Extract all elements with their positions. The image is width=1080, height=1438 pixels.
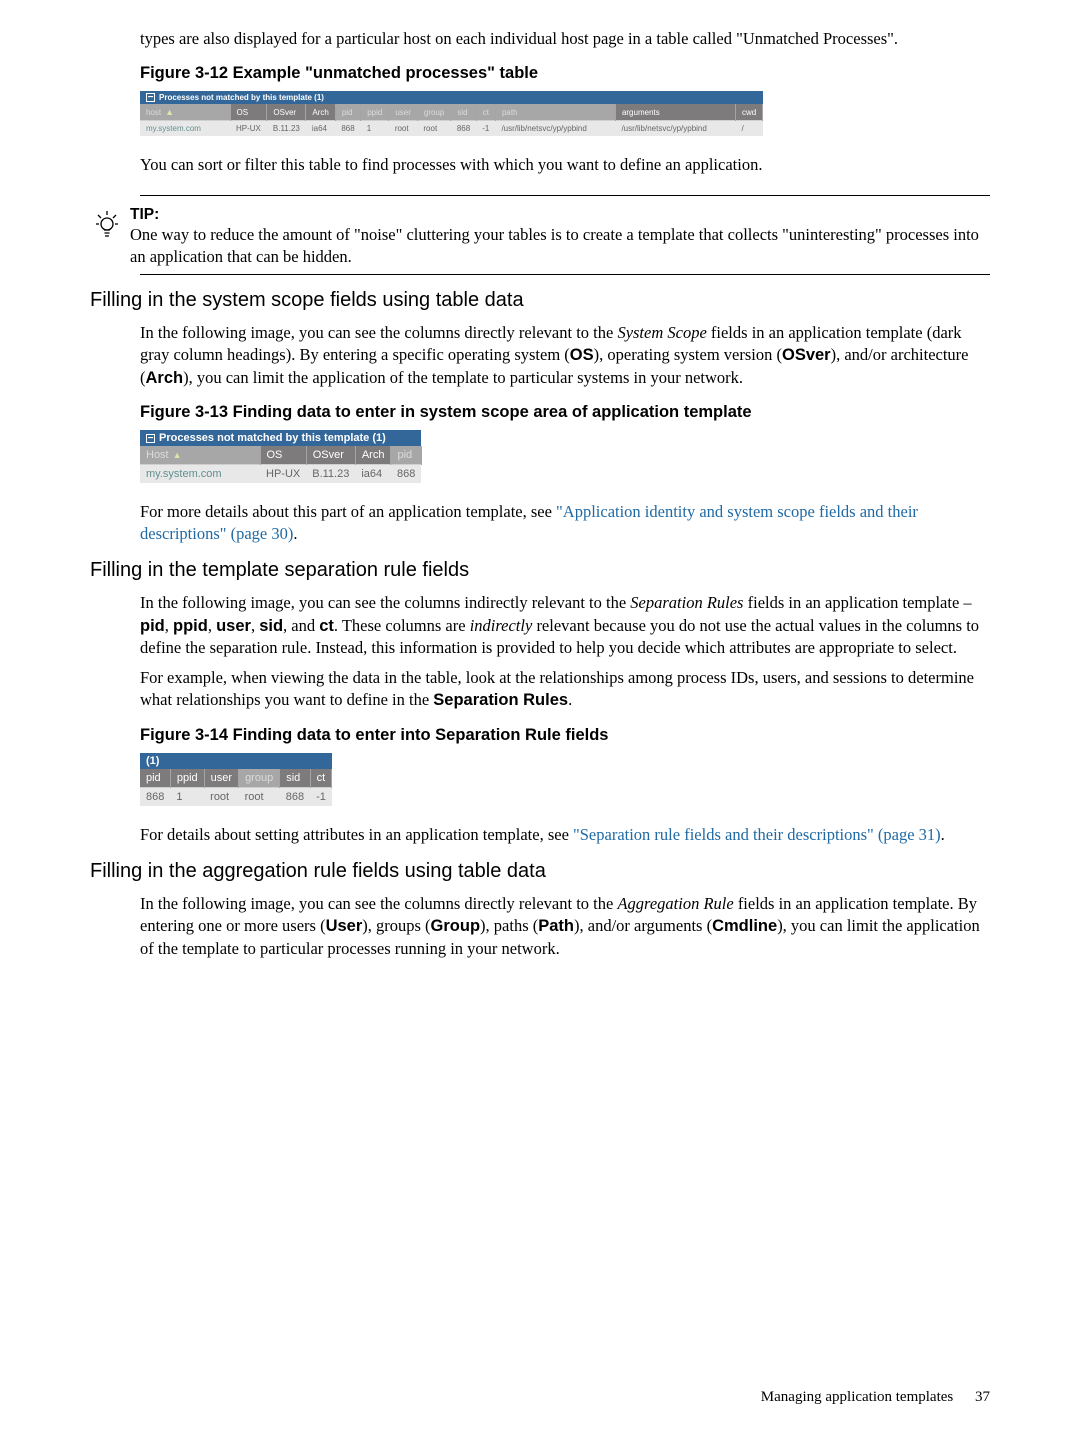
- col-pid[interactable]: pid: [140, 769, 170, 788]
- col-pid[interactable]: pid: [391, 446, 421, 465]
- figure-3-12-title: Figure 3-12 Example "unmatched processes…: [140, 64, 990, 83]
- col-arguments[interactable]: arguments: [615, 104, 735, 121]
- sec2-p2: For example, when viewing the data in th…: [140, 667, 990, 712]
- col-ppid[interactable]: ppid: [170, 769, 204, 788]
- table-section-header: −Processes not matched by this template …: [140, 430, 421, 446]
- heading-separation-rule: Filling in the template separation rule …: [90, 559, 990, 582]
- heading-aggregation-rule: Filling in the aggregation rule fields u…: [90, 860, 990, 883]
- col-os[interactable]: OS: [260, 446, 306, 465]
- col-user[interactable]: user: [204, 769, 238, 788]
- table-header-row: host▲ OS OSver Arch pid ppid user group …: [140, 104, 763, 121]
- col-ppid[interactable]: ppid: [361, 104, 389, 121]
- col-arch[interactable]: Arch: [306, 104, 335, 121]
- col-arch[interactable]: Arch: [355, 446, 391, 465]
- divider: [140, 274, 990, 275]
- col-cwd[interactable]: cwd: [735, 104, 762, 121]
- col-ct[interactable]: ct: [476, 104, 495, 121]
- col-user[interactable]: user: [389, 104, 418, 121]
- table-header-row: pid ppid user group sid ct: [140, 769, 332, 788]
- footer-text: Managing application templates: [761, 1389, 953, 1405]
- lightbulb-icon: [94, 208, 120, 245]
- table-section-header: −Processes not matched by this template …: [140, 91, 763, 104]
- col-sid[interactable]: sid: [280, 769, 310, 788]
- col-os[interactable]: OS: [230, 104, 267, 121]
- col-sid[interactable]: sid: [451, 104, 476, 121]
- after-fig312-text: You can sort or filter this table to fin…: [140, 154, 990, 176]
- sec1-paragraph: In the following image, you can see the …: [140, 322, 990, 389]
- sec2-p1: In the following image, you can see the …: [140, 592, 990, 659]
- page-number: 37: [975, 1389, 990, 1405]
- after-fig314-text: For details about setting attributes in …: [140, 824, 990, 846]
- col-ct[interactable]: ct: [310, 769, 332, 788]
- figure-3-13-table: −Processes not matched by this template …: [140, 430, 990, 483]
- col-host[interactable]: Host▲: [140, 446, 260, 465]
- table-row: my.system.com HP-UX B.11.23 ia64 868 1 r…: [140, 121, 763, 137]
- col-osver[interactable]: OSver: [267, 104, 306, 121]
- link-separation-rule[interactable]: "Separation rule fields and their descri…: [573, 825, 941, 844]
- sec3-paragraph: In the following image, you can see the …: [140, 893, 990, 960]
- figure-3-14-table: (1) pid ppid user group sid ct 868 1 roo…: [140, 753, 990, 806]
- divider: [140, 195, 990, 196]
- col-pid[interactable]: pid: [335, 104, 360, 121]
- page-footer: Managing application templates 37: [761, 1389, 990, 1406]
- table-row: 868 1 root root 868 -1: [140, 787, 332, 806]
- table-row: my.system.com HP-UX B.11.23 ia64 868: [140, 464, 421, 483]
- col-host[interactable]: host▲: [140, 104, 230, 121]
- figure-3-13-title: Figure 3-13 Finding data to enter in sys…: [140, 403, 990, 422]
- col-group[interactable]: group: [417, 104, 450, 121]
- col-osver[interactable]: OSver: [306, 446, 355, 465]
- figure-3-14-title: Figure 3-14 Finding data to enter into S…: [140, 726, 990, 745]
- tip-body: One way to reduce the amount of "noise" …: [130, 224, 990, 269]
- table-section-header: (1): [140, 753, 332, 769]
- table-header-row: Host▲ OS OSver Arch pid: [140, 446, 421, 465]
- col-path[interactable]: path: [495, 104, 615, 121]
- col-group[interactable]: group: [239, 769, 280, 788]
- tip-label: TIP:: [130, 206, 990, 224]
- heading-system-scope: Filling in the system scope fields using…: [90, 289, 990, 312]
- intro-paragraph: types are also displayed for a particula…: [140, 28, 990, 50]
- tip-block: TIP: One way to reduce the amount of "no…: [94, 206, 990, 269]
- after-fig313-text: For more details about this part of an a…: [140, 501, 990, 546]
- figure-3-12-table: −Processes not matched by this template …: [140, 91, 990, 136]
